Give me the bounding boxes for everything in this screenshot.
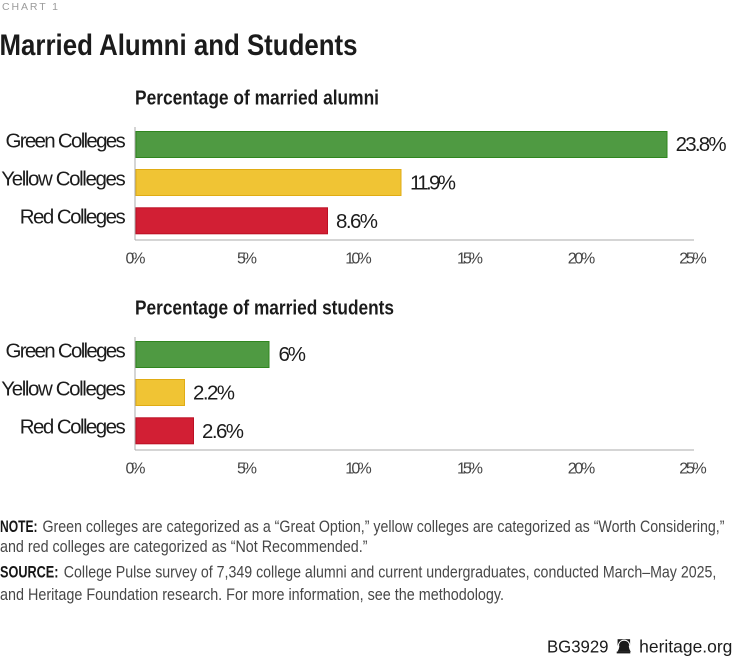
svg-text:25%: 25% [679, 460, 707, 477]
svg-text:Green colleges are categorized: Green colleges are categorized as a “Gre… [43, 518, 725, 536]
svg-text:Married Alumni and Students: Married Alumni and Students [0, 29, 358, 62]
svg-text:Percentage of married alumni: Percentage of married alumni [135, 88, 379, 110]
svg-text:College Pulse survey of 7,349: College Pulse survey of 7,349 college al… [64, 563, 717, 581]
svg-text:11.9%: 11.9% [410, 172, 456, 195]
svg-text:8.6%: 8.6% [336, 210, 378, 233]
svg-text:and Heritage Foundation resear: and Heritage Foundation research. For mo… [0, 586, 504, 604]
svg-text:2.6%: 2.6% [202, 420, 244, 443]
svg-text:Percentage of married students: Percentage of married students [135, 298, 394, 320]
svg-text:25%: 25% [679, 250, 707, 267]
svg-text:10%: 10% [345, 460, 372, 477]
svg-text:CHART 1: CHART 1 [2, 1, 60, 13]
svg-text:20%: 20% [568, 460, 596, 477]
svg-text:5%: 5% [237, 460, 257, 477]
svg-text:5%: 5% [237, 250, 257, 267]
svg-text:15%: 15% [457, 460, 483, 477]
svg-text:Green Colleges: Green Colleges [6, 340, 126, 363]
svg-text:10%: 10% [345, 250, 372, 267]
svg-text:23.8%: 23.8% [676, 133, 727, 156]
svg-text:15%: 15% [457, 250, 483, 267]
svg-text:and red colleges are categoriz: and red colleges are categorized as “Not… [0, 538, 368, 556]
svg-text:20%: 20% [568, 250, 596, 267]
svg-text:Yellow Colleges: Yellow Colleges [1, 168, 125, 191]
svg-text:Red Colleges: Red Colleges [20, 416, 126, 439]
svg-text:2.2%: 2.2% [193, 382, 235, 405]
svg-text:0%: 0% [126, 460, 146, 477]
svg-text:6%: 6% [279, 343, 307, 366]
svg-text:SOURCE:: SOURCE: [0, 563, 59, 581]
svg-text:Green Colleges: Green Colleges [6, 130, 126, 153]
svg-text:NOTE:: NOTE: [0, 518, 38, 536]
svg-text:Yellow Colleges: Yellow Colleges [1, 378, 125, 401]
svg-text:Red Colleges: Red Colleges [20, 206, 126, 229]
svg-text:heritage.org: heritage.org [639, 636, 732, 656]
svg-text:BG3929: BG3929 [547, 636, 609, 656]
svg-text:0%: 0% [126, 250, 146, 267]
